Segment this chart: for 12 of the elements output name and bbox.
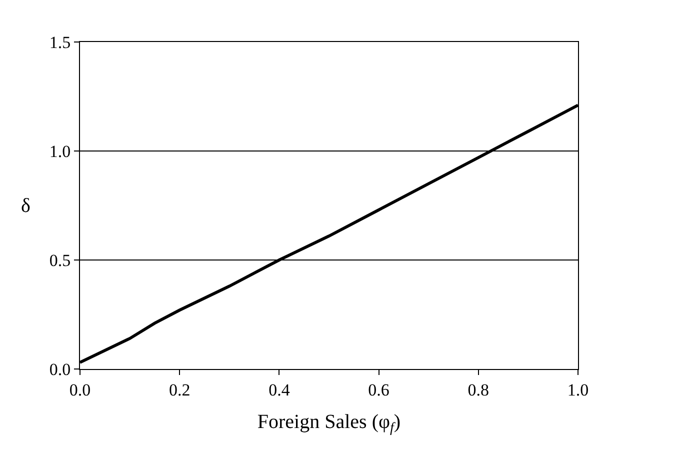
y-tick-label: 0.5 bbox=[49, 250, 71, 270]
x-tick-label: 0.2 bbox=[168, 380, 190, 400]
y-tick-label: 1.5 bbox=[49, 32, 71, 52]
x-tick-label: 0.4 bbox=[268, 380, 290, 400]
y-tick-label: 1.0 bbox=[49, 142, 71, 161]
x-tick-label: 0.8 bbox=[468, 380, 490, 400]
y-tick-label: 0.0 bbox=[49, 360, 71, 379]
x-tick-label: 1.0 bbox=[567, 380, 589, 400]
x-tick-label: 0.6 bbox=[368, 380, 390, 400]
x-axis-title: Foreign Sales (φ$_{f}$) bbox=[257, 410, 401, 436]
x-tick-label: 0.0 bbox=[69, 380, 91, 400]
y-axis-title: δ bbox=[21, 195, 30, 217]
